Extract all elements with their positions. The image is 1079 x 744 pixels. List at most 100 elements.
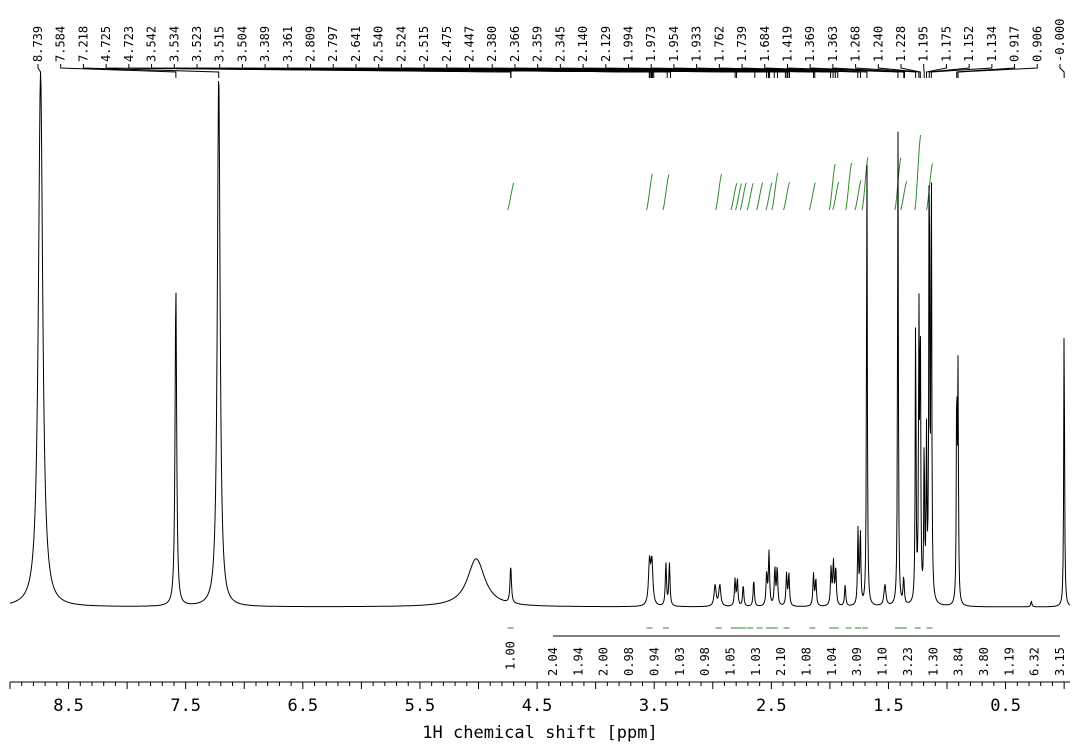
peak-label-leader <box>786 64 899 78</box>
peak-label-leader <box>956 64 1016 78</box>
integration-value: 1.03 <box>749 647 763 676</box>
peak-label-leader <box>60 64 177 78</box>
integration-value: 1.94 <box>571 647 585 676</box>
peak-label: 2.475 <box>440 26 454 62</box>
integration-value: 0.98 <box>698 647 712 676</box>
peak-label: 7.218 <box>76 26 90 62</box>
integral-curve <box>662 174 670 211</box>
integration-value: 1.30 <box>926 647 940 676</box>
peak-label: 3.515 <box>213 26 227 62</box>
peak-label: 7.584 <box>54 26 68 62</box>
peak-label-leader <box>741 64 861 78</box>
peak-label-leader <box>900 64 921 78</box>
peak-label: 0.917 <box>1008 26 1022 62</box>
peak-label: 1.739 <box>735 26 749 62</box>
peak-label: 3.523 <box>190 26 204 62</box>
integral-curve <box>730 182 738 211</box>
peak-label: 3.361 <box>281 26 295 62</box>
integral-curve <box>771 172 779 211</box>
peak-label-leader <box>696 64 839 78</box>
x-tick-label: 3.5 <box>639 696 670 716</box>
x-tick-label: 2.5 <box>756 696 787 716</box>
integration-value: 1.04 <box>825 647 839 676</box>
peak-label-leader <box>764 64 868 78</box>
x-tick-label: 1.5 <box>873 696 904 716</box>
integral-curve <box>845 162 853 211</box>
integral-curve <box>854 180 862 211</box>
peak-label: 3.534 <box>167 26 181 62</box>
peak-label: 8.739 <box>31 26 45 62</box>
integration-value: 0.98 <box>622 647 636 676</box>
peak-label: 4.725 <box>99 26 113 62</box>
peak-label: 0.906 <box>1030 26 1044 62</box>
integral-curve <box>808 182 816 211</box>
peak-label: 2.797 <box>326 26 340 62</box>
peak-label: 3.542 <box>145 26 159 62</box>
integration-value: 3.80 <box>977 647 991 676</box>
integral-curve <box>739 182 747 211</box>
integral-curve <box>735 183 743 211</box>
peak-label: 2.366 <box>508 26 522 62</box>
integration-value: 1.10 <box>876 647 890 676</box>
peak-label: 1.363 <box>826 26 840 62</box>
peak-label: 2.524 <box>394 26 408 62</box>
peak-label: 1.175 <box>939 26 953 62</box>
integral-curve <box>756 182 764 211</box>
integration-value: 1.19 <box>1002 647 1016 676</box>
integral-curve <box>715 173 723 211</box>
integral-curves <box>507 134 933 211</box>
integral-curve <box>861 157 869 211</box>
spectrum-trace <box>9 72 1071 608</box>
peak-label: 2.140 <box>576 26 590 62</box>
integration-value: 2.04 <box>546 647 560 676</box>
x-tick-label: 4.5 <box>522 696 553 716</box>
peak-label: 1.762 <box>712 26 726 62</box>
integral-curve <box>832 181 840 211</box>
peak-label: 1.954 <box>667 26 681 62</box>
integration-value: 2.00 <box>597 647 611 676</box>
integration-value: 6.32 <box>1028 647 1042 676</box>
x-tick-label: 8.5 <box>53 696 84 716</box>
peak-label: 2.809 <box>304 26 318 62</box>
peak-label-leader <box>82 64 220 78</box>
integral-curve <box>914 134 922 211</box>
peak-label: 2.129 <box>599 26 613 62</box>
peak-label-leader <box>855 64 917 78</box>
peak-labels: 8.739 7.584 7.218 4.725 4.723 3.542 3.534 3.523… <box>31 19 1067 78</box>
integral-curve <box>507 182 515 211</box>
peak-label-leader <box>928 64 970 78</box>
peak-label-leader <box>832 64 905 78</box>
peak-label: -0.000 <box>1053 19 1067 62</box>
peak-label: 1.933 <box>690 26 704 62</box>
integral-curve <box>765 182 773 211</box>
peak-label-leader <box>930 64 993 78</box>
x-tick-label: 0.5 <box>990 696 1021 716</box>
integral-curve <box>746 182 754 211</box>
x-tick-label: 5.5 <box>405 696 436 716</box>
peak-label: 1.152 <box>962 26 976 62</box>
peak-label: 1.240 <box>871 26 885 62</box>
peak-label-leader <box>1059 64 1065 78</box>
peak-label: 2.515 <box>417 26 431 62</box>
integration-value: 3.84 <box>952 647 966 676</box>
peak-label: 1.369 <box>803 26 817 62</box>
integration-value: 1.08 <box>800 647 814 676</box>
x-axis: 8.5 7.5 6.5 5.5 4.5 3.5 2.5 1.5 0.5 <box>9 681 1070 716</box>
peak-label: 1.973 <box>644 26 658 62</box>
peak-label: 1.419 <box>780 26 794 62</box>
peak-label: 1.228 <box>894 26 908 62</box>
peak-label: 2.345 <box>553 26 567 62</box>
peak-label: 1.134 <box>985 26 999 62</box>
peak-label: 1.268 <box>849 26 863 62</box>
peak-label: 1.684 <box>758 26 772 62</box>
peak-label: 2.540 <box>372 26 386 62</box>
x-tick-label: 7.5 <box>170 696 201 716</box>
integral-curve <box>828 164 836 211</box>
integration-labels: 1.00 2.04 1.94 2.00 0.98 0.94 1.03 0.98 1.05 1.03… <box>504 627 1067 676</box>
integration-value: 3.23 <box>901 647 915 676</box>
peak-label-leader <box>957 64 1038 78</box>
integral-curve <box>900 181 908 211</box>
peak-label: 2.641 <box>349 26 363 62</box>
integration-value: 3.15 <box>1053 647 1067 676</box>
